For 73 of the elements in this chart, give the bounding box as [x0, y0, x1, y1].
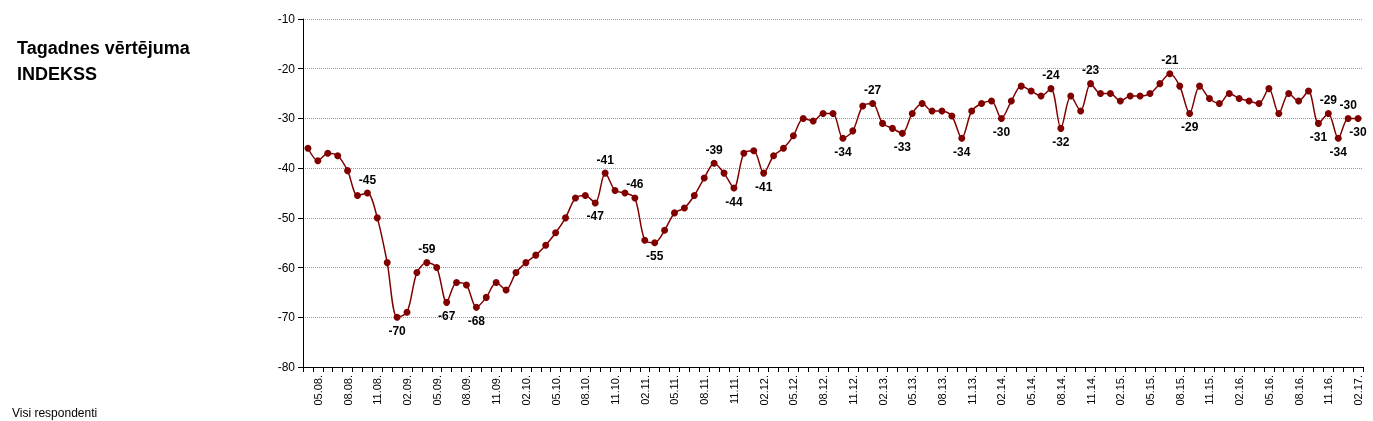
x-tick-label: 02.16. — [1233, 375, 1246, 406]
data-label: -34 — [834, 144, 852, 159]
data-label: -67 — [437, 308, 456, 323]
y-tick-label: -20 — [277, 61, 296, 76]
data-label: -34 — [953, 144, 971, 159]
x-tick-label: 11.11. — [727, 375, 740, 404]
data-label: -34 — [1329, 144, 1348, 159]
data-label: -44 — [725, 194, 743, 209]
x-tick-label: 08.15. — [1173, 375, 1186, 406]
data-label: -33 — [893, 139, 912, 154]
data-label: -70 — [388, 323, 407, 338]
y-tick-label: -30 — [277, 111, 296, 126]
x-tick-label: 02.09. — [401, 375, 414, 406]
x-tick-label: 02.17. — [1352, 375, 1365, 406]
x-tick-label: 05.09. — [430, 375, 443, 406]
data-label: -27 — [863, 83, 882, 98]
x-tick-label: 11.16. — [1322, 375, 1335, 405]
data-label: -31 — [1309, 129, 1328, 144]
data-label: -47 — [586, 209, 605, 224]
data-label: -30 — [1339, 97, 1358, 112]
data-label: -32 — [1052, 134, 1070, 149]
data-label: -24 — [1042, 68, 1060, 83]
data-label: -68 — [467, 313, 486, 328]
x-tick-label: 11.13. — [965, 375, 978, 405]
x-tick-label: 11.09. — [490, 375, 503, 405]
x-tick-label: 02.14. — [995, 375, 1008, 406]
data-label: -45 — [358, 172, 377, 187]
x-tick-label: 08.12. — [817, 375, 830, 406]
text: Visi respondenti — [12, 406, 98, 420]
x-tick-label: 08.11. — [698, 375, 711, 405]
x-tick-label: 08.09. — [460, 375, 473, 406]
x-tick-label: 08.10. — [579, 375, 592, 406]
y-tick-label: -10 — [277, 12, 296, 26]
data-label: -29 — [1319, 92, 1338, 107]
y-tick-label: -40 — [277, 161, 296, 176]
x-tick-label: 02.10. — [519, 375, 532, 406]
x-tick-label: 05.13. — [906, 375, 919, 406]
data-label: -46 — [626, 177, 644, 192]
x-tick-label: 05.11. — [668, 375, 681, 405]
x-tick-label: 02.11. — [638, 375, 651, 405]
y-tick-label: -70 — [277, 310, 296, 325]
data-label: -21 — [1161, 53, 1179, 68]
data-label: -55 — [646, 249, 664, 264]
y-tick-label: -50 — [277, 210, 296, 225]
x-tick-label: 08.16. — [1292, 375, 1305, 406]
text: Tagadnes vērtējuma INDEKSS — [17, 38, 195, 84]
x-tick-label: 08.08. — [341, 375, 354, 406]
x-tick-label: 02.12. — [757, 375, 770, 406]
x-tick-label: 02.15. — [1114, 375, 1127, 406]
data-label: -29 — [1180, 119, 1199, 134]
x-tick-label: 11.15. — [1203, 375, 1216, 405]
data-label: -59 — [418, 242, 436, 257]
x-tick-label: 02.13. — [876, 375, 889, 406]
x-tick-label: 05.10. — [549, 375, 562, 406]
y-tick-label: -80 — [277, 360, 296, 374]
x-tick-label: 05.14. — [1025, 375, 1038, 406]
data-label: -30 — [1349, 124, 1368, 139]
x-tick-label: 11.08. — [371, 375, 384, 405]
x-tick-label: 05.16. — [1262, 375, 1275, 406]
data-label: -41 — [754, 179, 773, 194]
x-tick-label: 11.12. — [846, 375, 859, 405]
x-tick-label: 11.14. — [1084, 375, 1097, 405]
data-label: -41 — [596, 152, 615, 167]
data-label: -39 — [705, 142, 724, 157]
x-tick-label: 08.13. — [935, 375, 948, 406]
x-tick-label: 05.15. — [1144, 375, 1157, 406]
x-tick-label: 05.12. — [787, 375, 800, 406]
x-tick-label: 11.10. — [609, 375, 622, 405]
data-label: -30 — [992, 124, 1011, 139]
y-tick-label: -60 — [277, 260, 296, 275]
x-tick-label: 08.14. — [1054, 375, 1067, 406]
data-label: -23 — [1081, 63, 1100, 78]
x-tick-label: 05.08. — [311, 375, 324, 406]
